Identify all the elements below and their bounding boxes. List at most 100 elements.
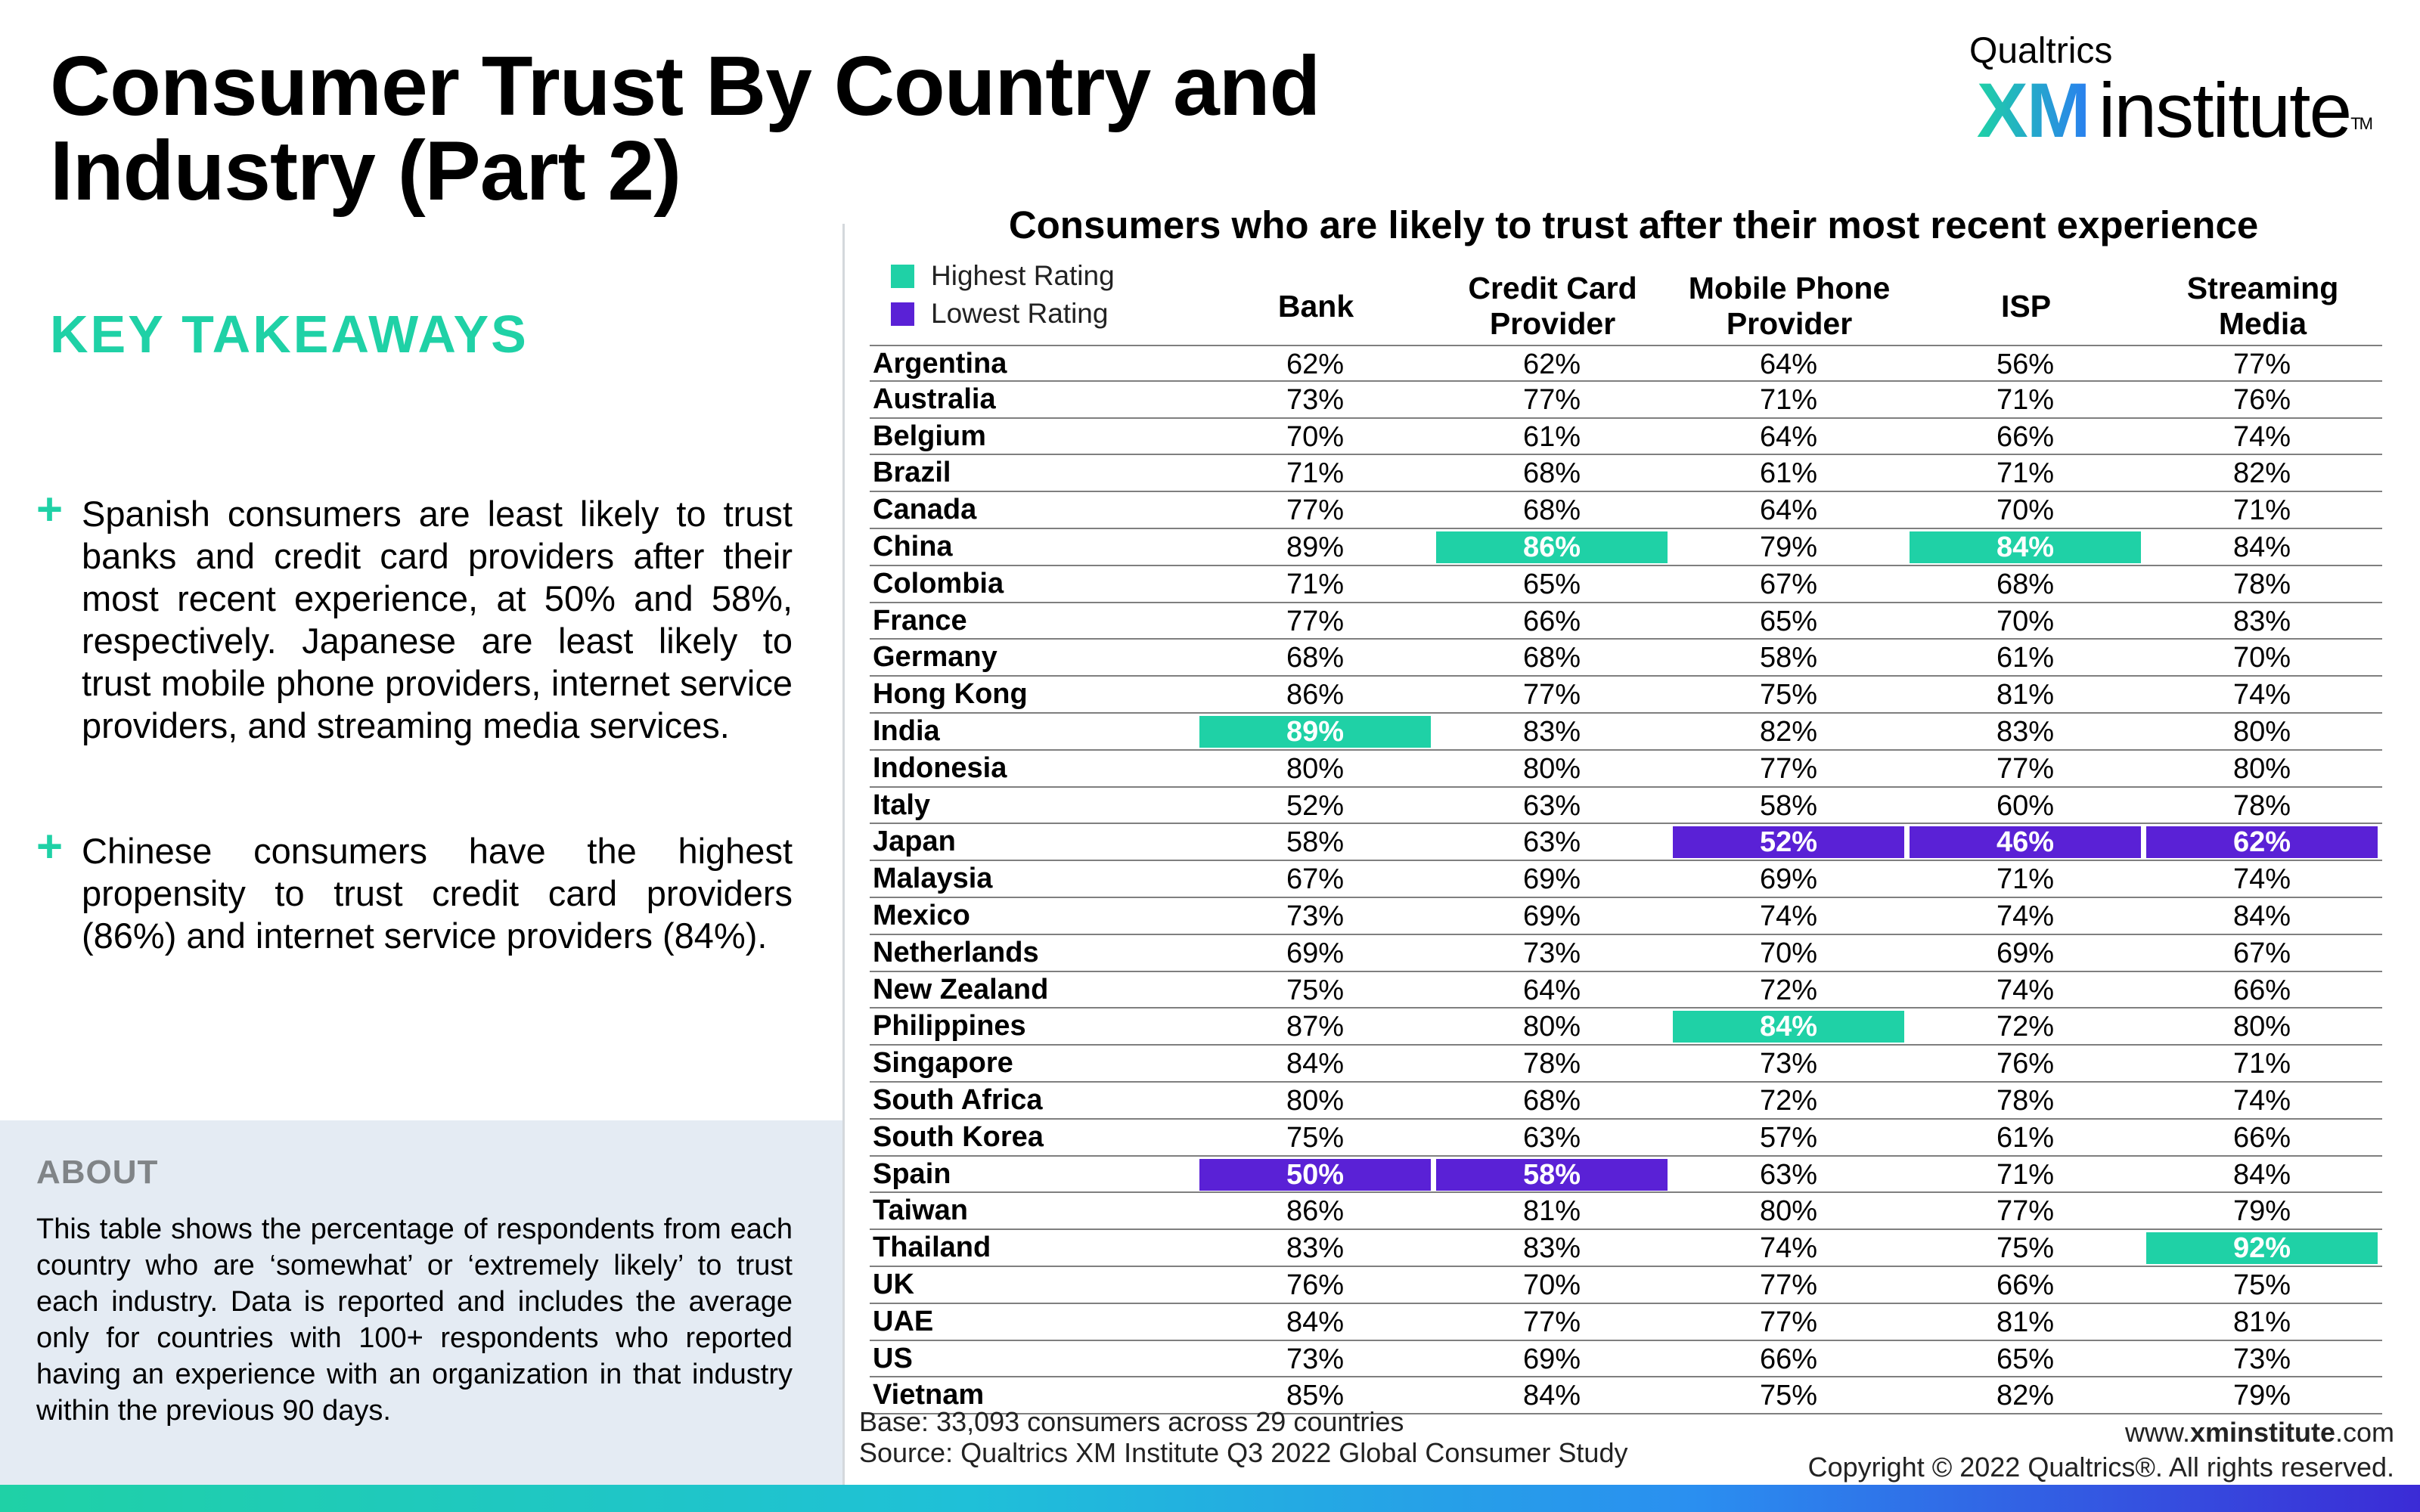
table-cell: 77% (2232, 349, 2291, 380)
table-row: Argentina 62% 62% 64% 56% 77% (870, 345, 2382, 382)
table-cell: 75% (2232, 1269, 2291, 1301)
table-cell: 79% (1759, 531, 1818, 563)
table-cell: 78% (1996, 1084, 2055, 1117)
country-label: Australia (873, 383, 996, 415)
table-cell: 77% (1522, 1306, 1581, 1338)
table-cell: 65% (1996, 1343, 2055, 1375)
table-row: Japan 58% 63% 52% 46% 62% (870, 824, 2382, 862)
country-label: UAE (873, 1305, 934, 1337)
table-cell: 86% (1436, 531, 1668, 563)
column-header: ISP (2000, 288, 2052, 324)
table-cell: 58% (1286, 826, 1345, 859)
country-label: South Africa (873, 1083, 1043, 1116)
table-cell: 80% (2232, 1011, 2291, 1043)
table-cell: 63% (1522, 789, 1581, 822)
table-cell: 74% (1759, 1232, 1818, 1265)
table-cell: 71% (1759, 383, 1818, 416)
table-cell: 65% (1522, 568, 1581, 600)
table-row: Hong Kong 86% 77% 75% 81% 74% (870, 677, 2382, 714)
table-cell: 68% (1522, 494, 1581, 527)
column-header: Bank (1277, 288, 1354, 324)
table-cell: 82% (1996, 1380, 2055, 1412)
table-row: South Korea 75% 63% 57% 61% 66% (870, 1120, 2382, 1157)
legend-swatch-highest (891, 264, 914, 288)
table-cell: 73% (1759, 1048, 1818, 1080)
table-cell: 81% (1996, 1306, 2055, 1338)
table-cell: 69% (1522, 900, 1581, 932)
table-row: South Africa 80% 68% 72% 78% 74% (870, 1083, 2382, 1120)
legend-item-highest: Highest Rating (891, 257, 1115, 295)
url-bold: xminstitute (2189, 1417, 2335, 1448)
base-note: Base: 33,093 consumers across 29 countri… (859, 1406, 1404, 1437)
table-cell: 86% (1286, 679, 1345, 711)
table-cell: 70% (1996, 605, 2055, 637)
table-cell: 74% (2232, 420, 2291, 453)
table-cell: 74% (1759, 900, 1818, 932)
country-label: Netherlands (873, 936, 1039, 968)
table-cell: 77% (1996, 752, 2055, 785)
table-cell: 84% (1286, 1306, 1345, 1338)
table-row: US 73% 69% 66% 65% 73% (870, 1341, 2382, 1378)
table-row: Philippines 87% 80% 84% 72% 80% (870, 1009, 2382, 1046)
table-cell: 78% (1522, 1048, 1581, 1080)
table-row: Vietnam 85% 84% 75% 82% 79% (870, 1377, 2382, 1415)
table-cell: 68% (1522, 1084, 1581, 1117)
website-link[interactable]: www.xminstitute.com (1808, 1415, 2394, 1450)
table-cell: 76% (1286, 1269, 1345, 1301)
footer-credits: www.xminstitute.com Copyright © 2022 Qua… (1808, 1415, 2394, 1485)
table-cell: 66% (1996, 1269, 2055, 1301)
logo-trademark: TM (2350, 114, 2373, 133)
table-cell: 75% (1996, 1232, 2055, 1265)
table-cell: 80% (2232, 715, 2291, 748)
table-row: India 89% 83% 82% 83% 80% (870, 714, 2382, 751)
table-cell: 67% (2232, 937, 2291, 969)
table-cell: 77% (1759, 1306, 1818, 1338)
url-prefix: www. (2124, 1417, 2190, 1448)
table-cell: 80% (1522, 752, 1581, 785)
table-cell: 72% (1996, 1011, 2055, 1043)
country-label: Italy (873, 789, 931, 821)
table-cell: 58% (1759, 789, 1818, 822)
table-cell: 80% (1759, 1195, 1818, 1228)
table-cell: 75% (1759, 1380, 1818, 1412)
table-cell: 70% (1522, 1269, 1581, 1301)
table-cell: 71% (1996, 383, 2055, 416)
table-cell: 71% (1996, 457, 2055, 490)
legend-label-lowest: Lowest Rating (931, 298, 1109, 329)
table-cell: 52% (1286, 789, 1345, 822)
table-cell: 50% (1199, 1158, 1431, 1191)
table-cell: 61% (1522, 420, 1581, 453)
table-row: UAE 84% 77% 77% 81% 81% (870, 1304, 2382, 1341)
table-cell: 66% (2232, 974, 2291, 1006)
logo-main: XM instituteTM (1948, 71, 2373, 150)
table-cell: 58% (1759, 642, 1818, 674)
table-row: New Zealand 75% 64% 72% 74% 66% (870, 972, 2382, 1009)
table-cell: 73% (1286, 383, 1345, 416)
divider (842, 224, 845, 1485)
table-cell: 80% (1286, 1084, 1345, 1117)
legend-item-lowest: Lowest Rating (891, 295, 1115, 333)
table-cell: 68% (1522, 457, 1581, 490)
table-cell: 70% (2232, 642, 2291, 674)
table-cell: 77% (1522, 679, 1581, 711)
plus-icon: + (36, 821, 64, 872)
logo-xm-text: XM (1976, 67, 2091, 153)
table-cell: 66% (1759, 1343, 1818, 1375)
table-cell: 84% (1286, 1048, 1345, 1080)
table-cell: 62% (2146, 826, 2378, 859)
about-text: This table shows the percentage of respo… (36, 1213, 793, 1427)
table-cell: 74% (2232, 679, 2291, 711)
table-cell: 70% (1759, 937, 1818, 969)
table-cell: 67% (1759, 568, 1818, 600)
table-cell: 78% (2232, 789, 2291, 822)
table-cell: 67% (1286, 863, 1345, 896)
table-cell: 84% (1673, 1011, 1904, 1043)
country-label: Vietnam (873, 1379, 985, 1411)
table-cell: 73% (1522, 937, 1581, 969)
table-cell: 65% (1759, 605, 1818, 637)
country-label: UK (873, 1268, 914, 1300)
table-cell: 84% (1910, 531, 2141, 563)
table-cell: 82% (1759, 715, 1818, 748)
table-cell: 80% (1522, 1011, 1581, 1043)
table-cell: 66% (1522, 605, 1581, 637)
